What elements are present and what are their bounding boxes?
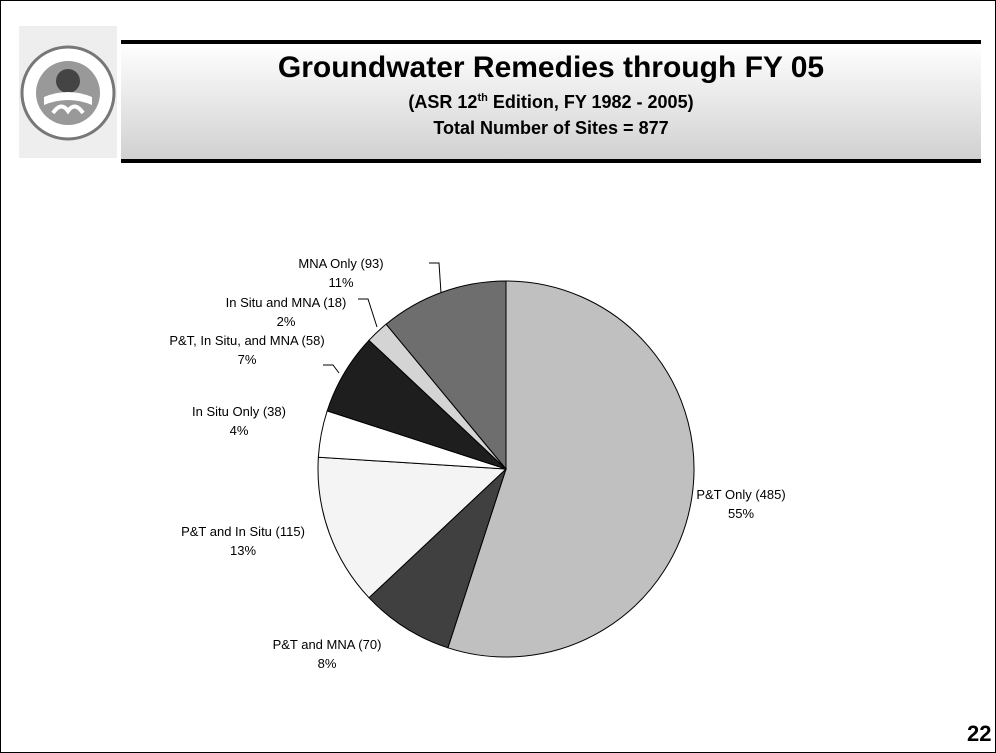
pie-slice xyxy=(385,280,507,471)
subtitle: (ASR 12th Edition, FY 1982 - 2005) xyxy=(121,92,981,113)
header-band xyxy=(121,43,981,161)
header-rule xyxy=(121,40,981,44)
subtitle-text: Edition, FY 1982 - 2005) xyxy=(487,92,694,112)
slice-label: P&T Only (485) 55% xyxy=(681,485,801,523)
value-label: 7% xyxy=(237,352,257,367)
value-label: 13% xyxy=(229,543,257,558)
pie-slice xyxy=(317,456,508,599)
value-label: 11% xyxy=(328,275,354,290)
value-label: 8% xyxy=(317,656,337,671)
slice-label: P&T and In Situ (115) 13% xyxy=(158,522,328,560)
leader-line xyxy=(358,298,378,328)
page-number: 22 xyxy=(967,721,992,746)
header-rule xyxy=(121,159,981,163)
value-label: 4% xyxy=(229,423,249,438)
slice-label: MNA Only (93) 11% xyxy=(266,254,416,292)
logo xyxy=(19,26,117,158)
category-label: In Situ and MNA (18) xyxy=(225,295,347,310)
pie-slice xyxy=(447,280,695,658)
category-label: MNA Only (93) xyxy=(298,256,384,271)
subtitle-text: (ASR 12 xyxy=(408,92,478,112)
category-label: P&T and MNA (70) xyxy=(272,637,382,652)
value-label: 2% xyxy=(276,314,296,329)
total-line: Total Number of Sites = 877 xyxy=(433,118,669,138)
pie-slice xyxy=(368,468,507,649)
leader-line xyxy=(323,364,340,374)
slice-label: P&T, In Situ, and MNA (58) 7% xyxy=(162,331,332,369)
category-label: In Situ Only (38) xyxy=(192,404,286,419)
category-label: P&T, In Situ, and MNA (58) xyxy=(169,333,325,348)
category-label: P&T Only (485) xyxy=(696,487,786,502)
category-label: P&T and In Situ (115) xyxy=(181,524,305,539)
slice-label: In Situ Only (38) 4% xyxy=(169,402,309,440)
slice-label: In Situ and MNA (18) 2% xyxy=(196,293,376,331)
value-label: 55% xyxy=(727,506,755,521)
leader-line xyxy=(429,262,442,294)
title: Groundwater Remedies through FY 05 xyxy=(277,51,825,84)
slice-label: P&T and MNA (70) 8% xyxy=(257,635,397,673)
subtitle-sup: th xyxy=(477,92,488,104)
